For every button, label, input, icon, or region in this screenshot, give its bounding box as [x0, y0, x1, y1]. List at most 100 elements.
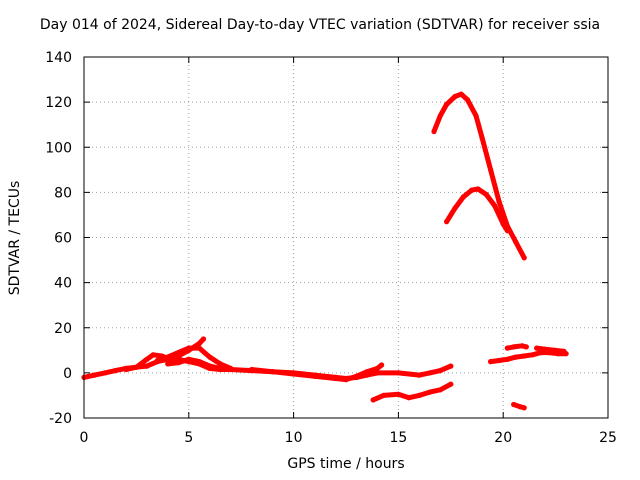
series-trace-arc-high — [431, 91, 527, 261]
data-point — [496, 357, 502, 364]
data-point — [511, 344, 517, 350]
data-point — [521, 255, 527, 261]
y-tick-label: 80 — [54, 185, 72, 201]
data-point — [488, 359, 494, 365]
data-point — [513, 239, 519, 245]
data-point — [517, 404, 523, 410]
y-tick-label: 40 — [54, 276, 72, 292]
data-point — [534, 345, 540, 351]
series-trace-negative — [370, 381, 454, 403]
series-trace-wave-lower — [249, 362, 385, 383]
data-point — [492, 203, 498, 209]
series-trace-hump-3 — [165, 356, 234, 373]
series-line — [488, 350, 569, 365]
data-point — [511, 401, 517, 408]
data-point — [448, 381, 454, 387]
data-point — [465, 97, 471, 103]
data-point — [270, 369, 276, 375]
data-point — [475, 186, 481, 192]
y-tick-label: 0 — [63, 366, 72, 382]
x-tick-label: 10 — [285, 430, 303, 446]
data-point — [207, 354, 213, 360]
data-point — [353, 373, 360, 379]
data-point — [488, 167, 494, 173]
data-layer — [81, 91, 569, 411]
data-point — [144, 363, 150, 369]
data-point — [200, 336, 207, 342]
data-point — [196, 345, 202, 351]
data-point — [175, 350, 181, 356]
y-tick-label: 100 — [45, 140, 72, 156]
series-trace-hump-2 — [154, 345, 234, 371]
data-point — [102, 370, 108, 376]
data-point — [416, 392, 422, 398]
y-tick-label: 120 — [45, 95, 72, 111]
grid-layer — [84, 57, 608, 418]
data-point — [133, 364, 139, 370]
data-point — [529, 352, 536, 358]
data-point — [431, 128, 437, 135]
tick-layer: 0 5 10 15 20 25 -20 0 20 40 60 80 100 120 140 — [45, 50, 617, 446]
data-point — [504, 345, 510, 351]
series-trace-arc-mid — [444, 186, 510, 234]
data-point — [406, 395, 412, 401]
series-trace-late-2 — [504, 343, 529, 351]
data-point — [444, 101, 450, 107]
data-point — [452, 93, 458, 100]
data-point — [500, 221, 506, 227]
data-point — [165, 354, 171, 360]
data-point — [521, 405, 527, 411]
x-tick-label: 20 — [494, 430, 512, 446]
data-point — [343, 377, 349, 383]
data-point — [427, 370, 433, 376]
y-tick-label: 140 — [45, 50, 72, 66]
data-point — [374, 365, 380, 371]
data-point — [196, 340, 202, 347]
data-point — [496, 198, 502, 204]
y-tick-label: -20 — [49, 411, 72, 427]
data-point — [370, 397, 376, 403]
data-point — [479, 135, 485, 141]
data-point — [437, 113, 443, 119]
data-point — [249, 366, 255, 373]
data-point — [469, 187, 475, 193]
series-trace-late-neg — [511, 401, 527, 411]
x-tick-label: 25 — [599, 430, 617, 446]
data-point — [91, 372, 98, 378]
data-point — [379, 362, 385, 368]
plot-frame — [83, 56, 609, 419]
data-point — [364, 369, 370, 375]
series-trace-late-3 — [534, 345, 567, 354]
data-point — [416, 372, 422, 378]
series-line — [249, 362, 385, 383]
data-point — [427, 389, 433, 395]
x-tick-label: 5 — [184, 430, 193, 446]
series-line — [431, 91, 527, 261]
x-tick-label: 15 — [389, 430, 407, 446]
data-point — [112, 368, 118, 374]
data-point — [196, 359, 202, 365]
data-point — [561, 348, 567, 354]
data-point — [395, 370, 401, 376]
x-tick-label: 0 — [80, 430, 89, 446]
data-point — [154, 357, 160, 364]
data-point — [144, 356, 150, 362]
y-tick-label: 60 — [54, 231, 72, 247]
chart-title: Day 014 of 2024, Sidereal Day-to-day VTE… — [39, 17, 601, 33]
data-point — [473, 113, 479, 119]
data-point — [291, 371, 297, 377]
data-point — [165, 361, 171, 367]
y-tick-label: 20 — [54, 321, 72, 337]
data-point — [513, 354, 519, 360]
series-trace-hump-1 — [123, 336, 207, 373]
data-point — [437, 387, 443, 393]
data-point — [217, 361, 223, 367]
series-line — [534, 345, 567, 354]
data-point — [150, 352, 156, 358]
data-point — [217, 365, 223, 371]
data-point — [523, 344, 529, 350]
data-point — [186, 356, 192, 362]
data-point — [452, 205, 458, 211]
data-point — [228, 366, 234, 373]
